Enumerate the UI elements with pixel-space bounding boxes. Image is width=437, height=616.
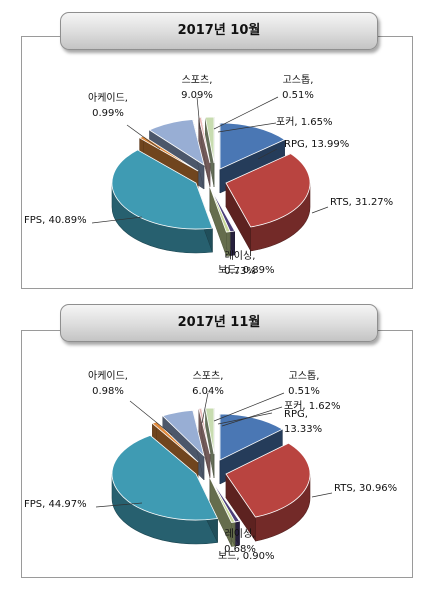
pie-slice-slice-6 xyxy=(148,118,205,166)
pie-slice-slice-1 xyxy=(225,153,311,228)
data-label-slice-0-value: 13.33% xyxy=(284,424,322,435)
data-label-slice-2: 보드, 0.89% xyxy=(218,264,275,276)
pie-slice-slice-3 xyxy=(209,186,231,233)
leader-line-slice-8 xyxy=(217,122,277,133)
pie-labels: RPG, 13.99% RTS, 31.27% 보드, 0.89% 레이싱, 0.73%… xyxy=(24,74,393,277)
leader-line-slice-4 xyxy=(95,502,143,508)
chart-title-oct: 2017년 10월 xyxy=(60,12,378,50)
leader-line-slice-1 xyxy=(311,492,333,498)
data-label-slice-1: RTS, 31.27% xyxy=(330,197,393,208)
pie-slice-slice-1 xyxy=(225,442,311,518)
pie-slice-slice-5 xyxy=(151,421,199,463)
data-label-slice-7-name: 고스톱, xyxy=(289,370,320,382)
data-label-slice-3-value: 0.68% xyxy=(224,544,256,555)
leader-line-slice-7 xyxy=(213,392,285,422)
data-label-slice-7-value: 0.51% xyxy=(288,386,320,397)
pie-tops xyxy=(111,116,311,233)
data-label-slice-0: RPG, 13.99% xyxy=(284,139,349,150)
data-label-slice-2: 보드, 0.90% xyxy=(218,550,275,562)
data-label-slice-4: FPS, 40.89% xyxy=(24,215,87,226)
pie-slice-slice-8 xyxy=(204,407,215,455)
leader-line-slice-4 xyxy=(91,216,143,224)
pie-slice-slice-4 xyxy=(111,434,219,521)
leader-line-slice-7 xyxy=(213,96,279,130)
data-label-slice-7-value: 0.51% xyxy=(282,90,314,101)
leader-line-slice-5 xyxy=(126,124,161,150)
data-label-slice-5-name: 아케이드, xyxy=(88,92,128,104)
data-label-slice-5-value: 0.98% xyxy=(92,386,124,397)
pie-slice-slice-3 xyxy=(209,477,236,523)
data-label-slice-6-name: 스포츠, xyxy=(193,370,224,382)
data-label-slice-3-name: 레이싱, xyxy=(225,250,256,262)
pie-tops xyxy=(111,407,311,523)
chart-title-nov: 2017년 11월 xyxy=(60,304,378,342)
data-label-slice-4: FPS, 44.97% xyxy=(24,499,87,510)
data-label-slice-5-name: 아케이드, xyxy=(88,370,128,382)
pie-chart-nov: RPG, 13.33% RTS, 30.96% 보드, 0.90% 레이싱, 0.68% F… xyxy=(24,370,397,562)
data-label-slice-5-value: 0.99% xyxy=(92,108,124,119)
chart-box-nov: RPG, 13.33% RTS, 30.96% 보드, 0.90% 레이싱, 0.68% F… xyxy=(21,330,413,578)
pie-slice-slice-0 xyxy=(219,413,284,461)
pie-labels: RPG, 13.33% RTS, 30.96% 보드, 0.90% 레이싱, 0.68% F… xyxy=(24,370,397,562)
data-label-slice-6-value: 6.04% xyxy=(192,386,224,397)
data-label-slice-8: 포커, 1.65% xyxy=(276,116,333,128)
data-label-slice-0-name: RPG, xyxy=(284,409,308,420)
pie-slice-slice-0 xyxy=(219,122,286,170)
data-label-slice-7-name: 고스톱, xyxy=(283,74,314,86)
data-label-slice-6-name: 스포츠, xyxy=(182,74,213,86)
leader-line-slice-8 xyxy=(221,406,283,427)
leader-line-slice-1 xyxy=(311,206,329,214)
leader-line-slice-0 xyxy=(257,148,278,160)
leader-line-slice-6 xyxy=(201,392,209,424)
data-label-slice-8: 포커, 1.62% xyxy=(284,400,341,412)
data-label-slice-3-name: 레이싱, xyxy=(225,528,256,540)
pie-slice-slice-8 xyxy=(204,116,215,164)
leader-line-slice-6 xyxy=(196,96,201,130)
data-label-slice-3-value: 0.73% xyxy=(224,266,256,277)
pie-slice-slice-6 xyxy=(161,409,205,458)
pie-slice-slice-4 xyxy=(111,149,213,230)
data-label-slice-1: RTS, 30.96% xyxy=(334,483,397,494)
pie-slice-slice-7 xyxy=(198,407,211,455)
pie-chart-oct: RPG, 13.99% RTS, 31.27% 보드, 0.89% 레이싱, 0.73%… xyxy=(24,74,393,277)
data-label-slice-6-value: 9.09% xyxy=(181,90,213,101)
leader-line-slice-5 xyxy=(129,400,173,436)
chart-box-oct: RPG, 13.99% RTS, 31.27% 보드, 0.89% 레이싱, 0.73%… xyxy=(21,36,413,289)
